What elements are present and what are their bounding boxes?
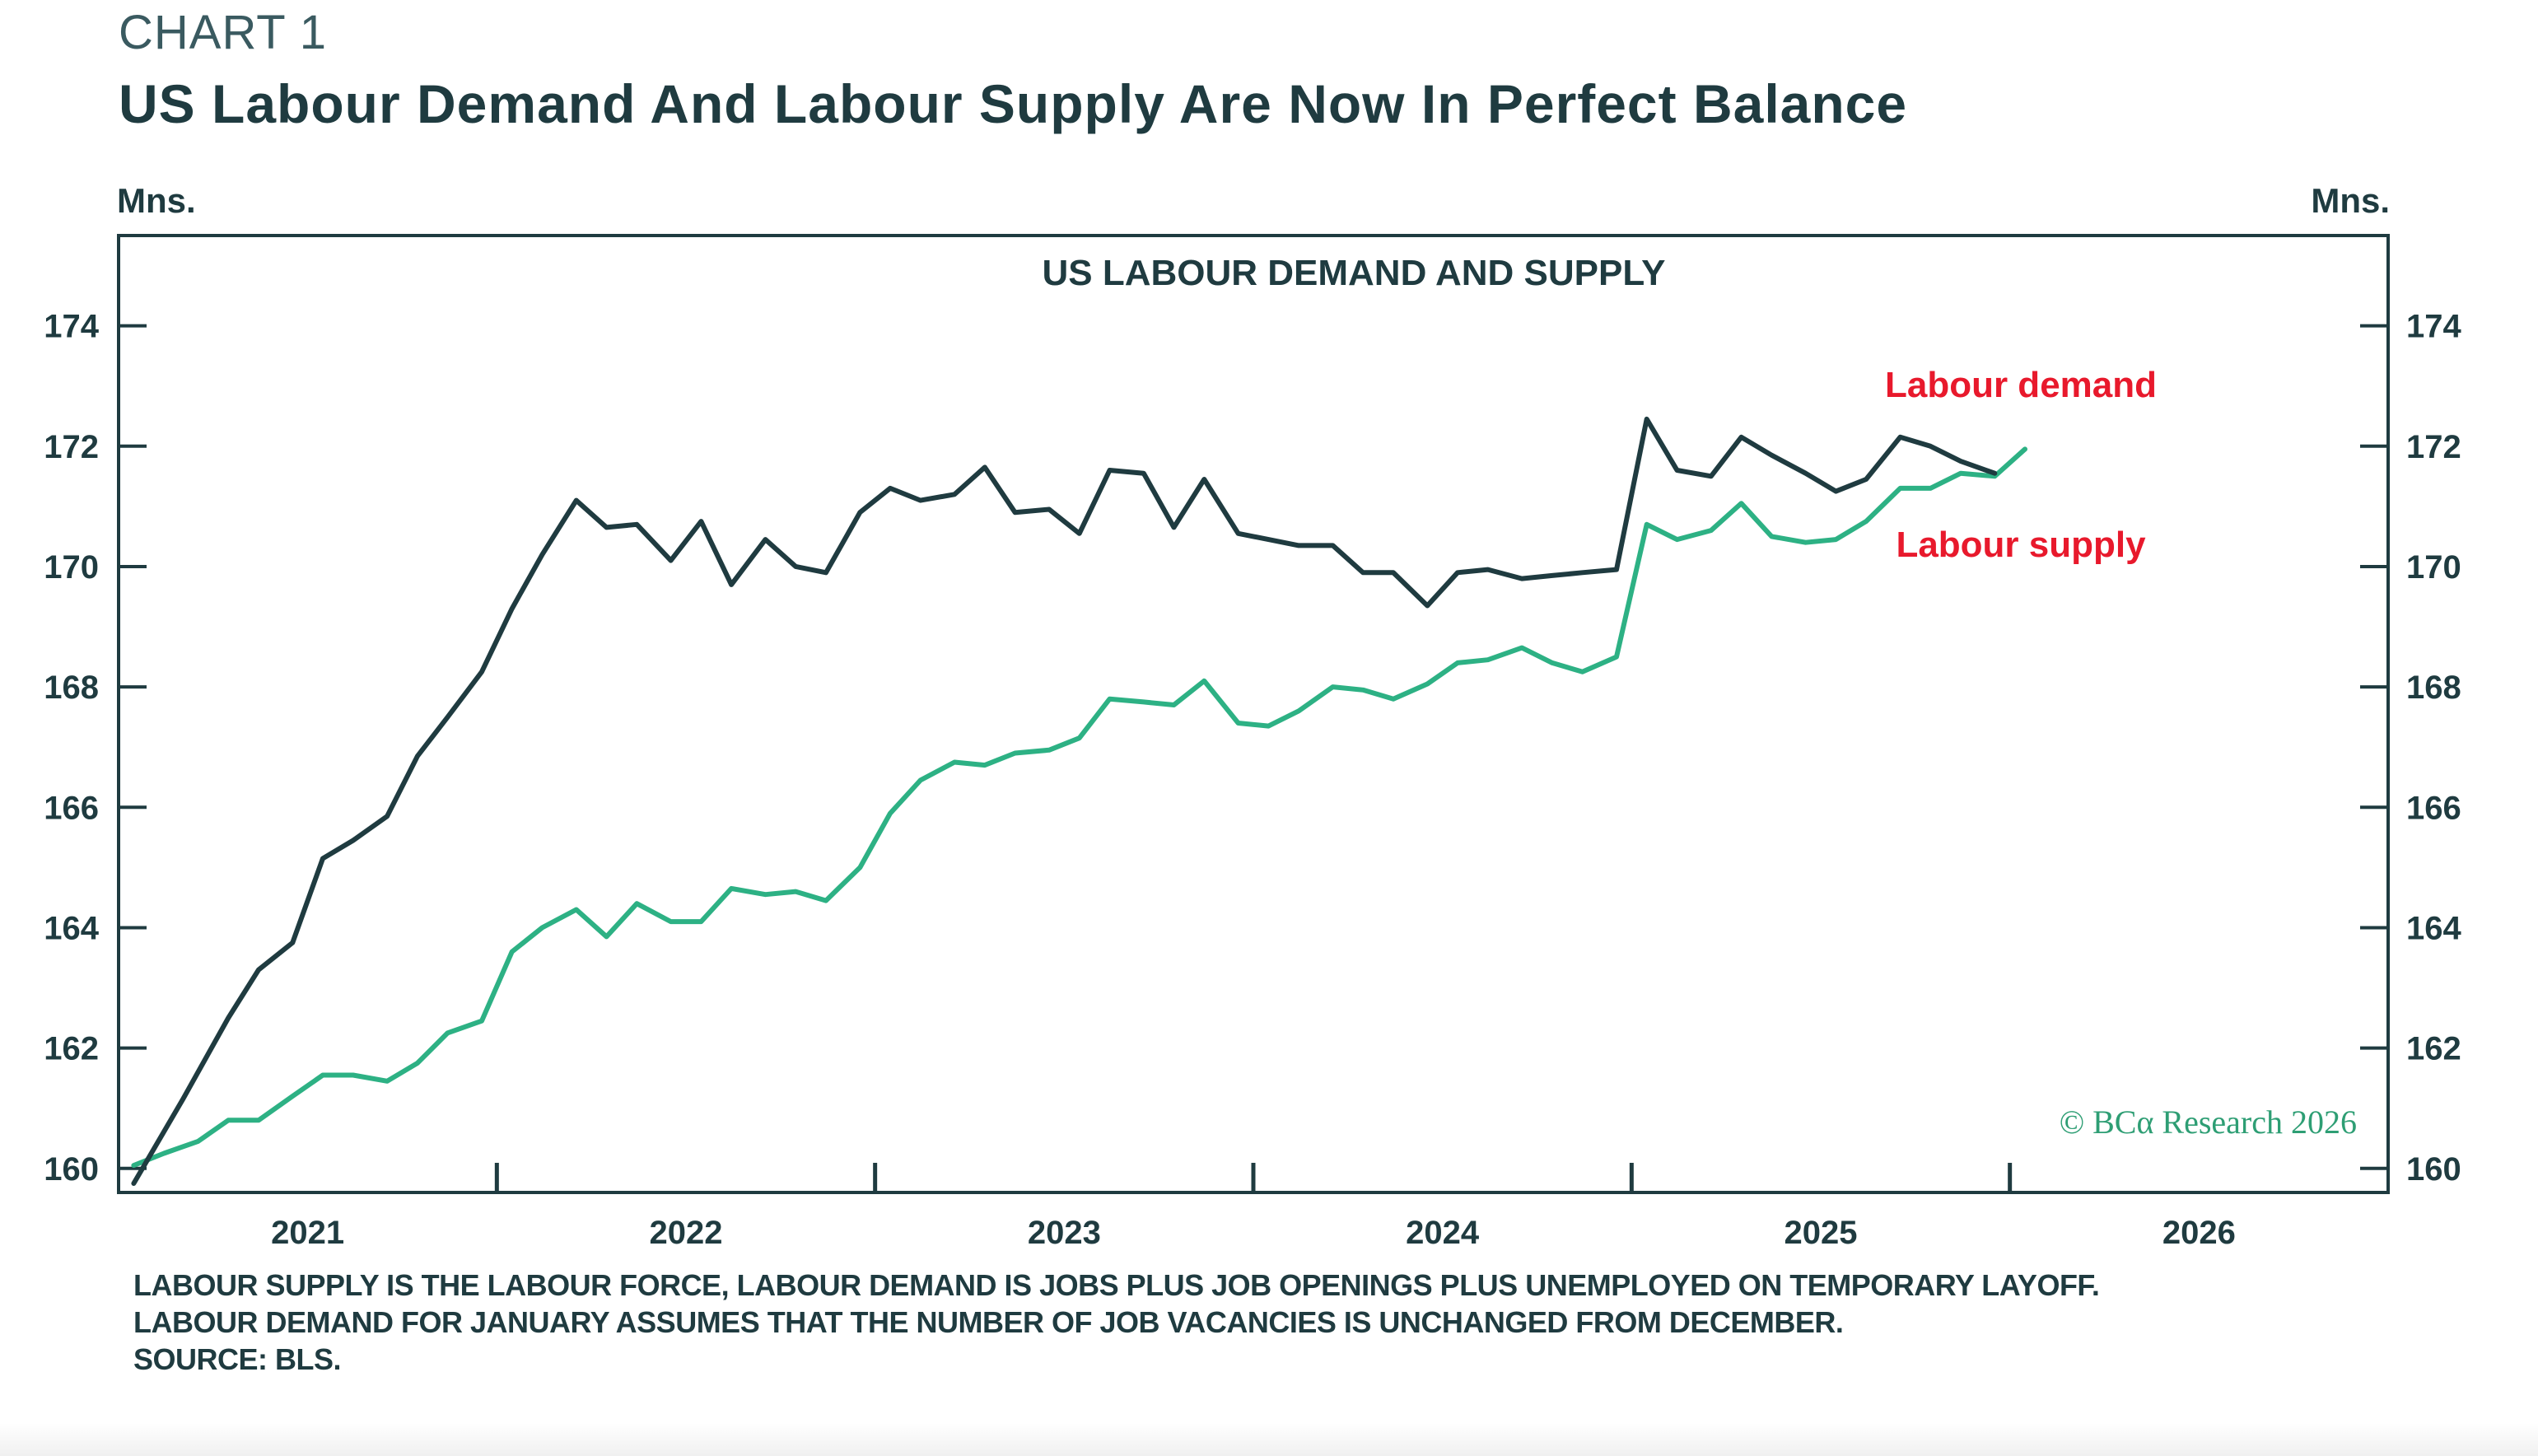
labour-demand-label: Labour demand xyxy=(1885,365,2157,405)
y-axis-unit-right: Mns. xyxy=(2311,181,2390,220)
y-tick-label-left: 170 xyxy=(44,549,99,586)
y-tick-label-left: 162 xyxy=(44,1031,99,1067)
footnote-definition: LABOUR SUPPLY IS THE LABOUR FORCE, LABOU… xyxy=(133,1268,2100,1302)
y-tick-label-left: 160 xyxy=(44,1151,99,1188)
axis-ticks: 160 160 162 162 164 164 166 166 168 168 170 170 172 1… xyxy=(44,309,2461,1251)
y-tick-label-left: 166 xyxy=(44,790,99,826)
y-axis-unit-left: Mns. xyxy=(117,181,196,220)
plot-title: US LABOUR DEMAND AND SUPPLY xyxy=(1042,253,1665,293)
x-tick-label: 2023 xyxy=(1028,1215,1101,1251)
x-tick-label: 2025 xyxy=(1785,1215,1858,1251)
x-tick-label: 2024 xyxy=(1406,1215,1480,1251)
labour-demand-line xyxy=(131,416,1998,1186)
bca-research-watermark: © BCα Research 2026 xyxy=(2060,1104,2357,1141)
labour-supply-label: Labour supply xyxy=(1896,525,2146,565)
page-bottom-shade xyxy=(0,1423,2538,1456)
x-tick-label: 2021 xyxy=(271,1215,344,1251)
chart-headline: US Labour Demand And Labour Supply Are N… xyxy=(119,73,1908,134)
y-tick-label-left: 168 xyxy=(44,670,99,706)
x-tick-label: 2022 xyxy=(650,1215,723,1251)
chart-number-label: CHART 1 xyxy=(119,6,328,59)
y-tick-label-right: 168 xyxy=(2406,670,2461,706)
y-tick-label-right: 164 xyxy=(2406,910,2461,946)
chart-footnotes: LABOUR SUPPLY IS THE LABOUR FORCE, LABOU… xyxy=(133,1267,2100,1378)
footnote-source: SOURCE: BLS. xyxy=(133,1342,342,1376)
series-lines xyxy=(131,416,2027,1186)
y-tick-label-left: 164 xyxy=(44,910,99,946)
footnote-assumption: LABOUR DEMAND FOR JANUARY ASSUMES THAT T… xyxy=(133,1305,1844,1339)
y-tick-label-right: 170 xyxy=(2406,549,2461,586)
y-tick-label-right: 174 xyxy=(2406,309,2461,345)
y-tick-label-left: 174 xyxy=(44,309,99,345)
y-tick-label-right: 166 xyxy=(2406,790,2461,826)
x-tick-label: 2026 xyxy=(2162,1215,2236,1251)
y-tick-label-right: 162 xyxy=(2406,1031,2461,1067)
y-tick-label-right: 172 xyxy=(2406,429,2461,465)
y-tick-label-left: 172 xyxy=(44,429,99,465)
y-tick-label-right: 160 xyxy=(2406,1151,2461,1188)
labour-supply-line xyxy=(131,446,2027,1169)
